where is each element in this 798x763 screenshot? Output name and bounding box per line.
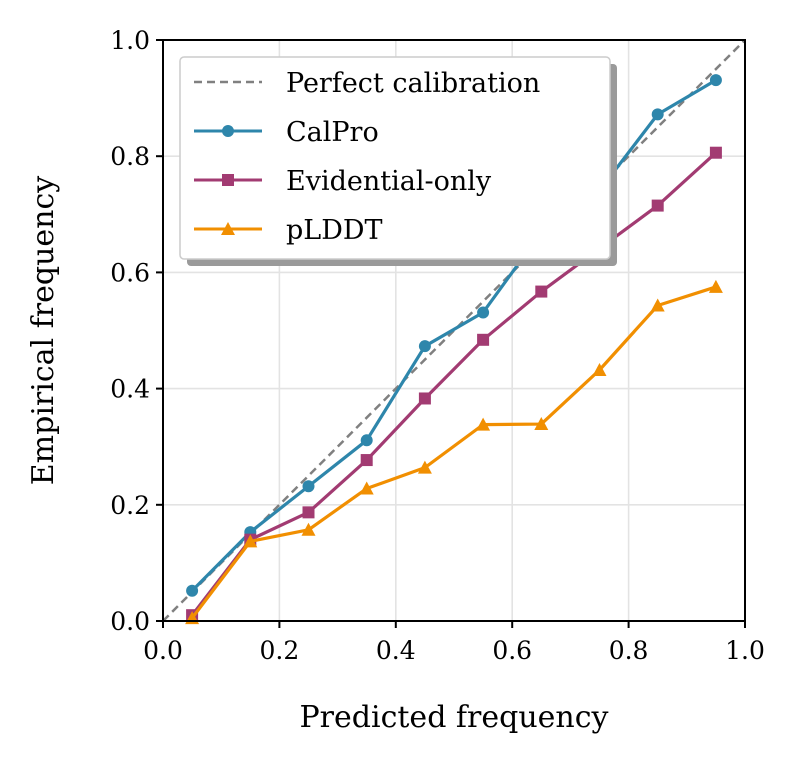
x-tick-label: 0.0 xyxy=(143,636,183,665)
plddt-line xyxy=(190,285,717,620)
legend-item-plddt: pLDDT xyxy=(194,215,383,246)
plddt-point xyxy=(359,481,374,495)
evidential-only-line xyxy=(190,151,717,617)
calpro-point xyxy=(360,434,373,447)
evidential-only-point xyxy=(477,333,490,346)
calpro-point xyxy=(709,74,722,87)
y-axis-title: Empirical frequency xyxy=(26,176,61,486)
calpro-point xyxy=(477,306,490,319)
axis-ticks: 0.0 0.2 0.4 0.6 0.8 1.0 0.0 0.2 0.4 0.6 0.8 1.0 xyxy=(110,26,765,665)
x-axis-title: Predicted frequency xyxy=(300,700,609,735)
series-lines xyxy=(185,74,723,625)
evidential-only-point xyxy=(535,285,548,298)
calpro-point xyxy=(651,108,664,121)
y-tick-label: 0.8 xyxy=(110,142,150,171)
plddt-point xyxy=(650,298,665,312)
x-tick-label: 0.6 xyxy=(492,636,532,665)
evidential-only-point xyxy=(651,199,664,212)
evidential-only-point xyxy=(360,454,373,467)
legend-box xyxy=(179,56,611,260)
x-tick-label: 1.0 xyxy=(725,636,765,665)
legend-label-evidential-only: Evidential-only xyxy=(286,166,492,197)
legend-item-perfect-calibration: Perfect calibration xyxy=(194,68,540,99)
legend-label-perfect-calibration: Perfect calibration xyxy=(286,68,540,99)
legend-marker-calpro xyxy=(222,125,234,137)
evidential-only-point xyxy=(709,146,722,159)
legend-item-calpro: CalPro xyxy=(194,117,379,148)
plddt-point xyxy=(592,363,607,377)
plddt-point xyxy=(476,417,491,431)
calpro-point xyxy=(186,584,199,597)
y-tick-label: 0.0 xyxy=(110,607,150,636)
y-tick-label: 0.2 xyxy=(110,491,150,520)
calpro-line xyxy=(190,78,717,592)
y-tick-label: 0.4 xyxy=(110,375,150,404)
legend-label-calpro: CalPro xyxy=(286,117,379,148)
plot-frame xyxy=(162,39,746,622)
plddt-point xyxy=(417,460,432,474)
legend-entries: Perfect calibration CalPro Evidential-only… xyxy=(194,68,540,246)
x-tick-label: 0.4 xyxy=(376,636,416,665)
legend-label-plddt: pLDDT xyxy=(286,215,383,246)
legend-marker-plddt xyxy=(221,222,235,235)
plddt-point xyxy=(534,417,549,431)
x-tick-label: 0.8 xyxy=(609,636,649,665)
evidential-only-point xyxy=(418,392,431,405)
calpro-point xyxy=(418,340,431,353)
series-plddt xyxy=(185,279,723,625)
legend-item-evidential-only: Evidential-only xyxy=(194,166,492,197)
plddt-point xyxy=(243,534,258,548)
evidential-only-point xyxy=(302,506,315,519)
y-tick-label: 1.0 xyxy=(110,26,150,55)
x-tick-label: 0.2 xyxy=(260,636,300,665)
legend-marker-evidential-only xyxy=(222,174,234,186)
plddt-point xyxy=(301,522,316,536)
plddt-point xyxy=(708,279,723,293)
calpro-point xyxy=(302,480,315,493)
y-tick-label: 0.6 xyxy=(110,258,150,287)
legend: Perfect calibration CalPro Evidential-only… xyxy=(179,56,617,266)
